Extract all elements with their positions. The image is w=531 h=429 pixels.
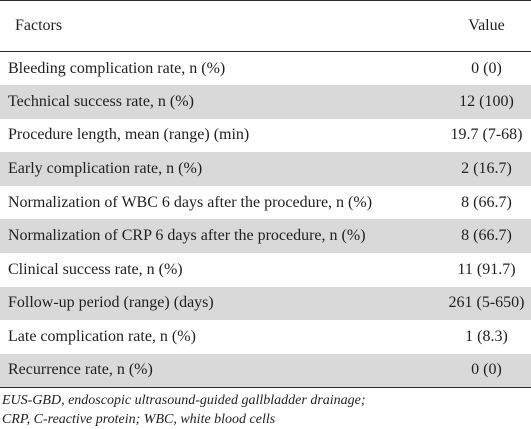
factor-cell: Follow-up period (range) (days)	[8, 294, 214, 312]
table-header: Factors Value	[0, 0, 531, 52]
table-row: Early complication rate, n (%) 2 (16.7)	[0, 152, 531, 186]
header-value: Value	[430, 0, 531, 52]
value-cell: 8 (66.7)	[461, 193, 512, 211]
value-cell: 12 (100)	[459, 92, 514, 110]
value-cell: 2 (16.7)	[461, 160, 512, 178]
factor-cell: Normalization of WBC 6 days after the pr…	[8, 193, 373, 211]
factor-cell: Recurrence rate, n (%)	[0, 353, 430, 388]
value-cell: 261 (5-650)	[448, 294, 525, 312]
value-cell: 8 (66.7)	[461, 227, 512, 245]
factor-cell: Late complication rate, n (%)	[8, 328, 196, 346]
factor-cell: Technical success rate, n (%)	[8, 92, 194, 110]
factor-cell: Normalization of CRP 6 days after the pr…	[8, 227, 366, 245]
table-row: Clinical success rate, n (%) 11 (91.7)	[0, 253, 531, 287]
factor-cell: Bleeding complication rate, n (%)	[8, 59, 226, 77]
factor-cell: Clinical success rate, n (%)	[8, 260, 183, 278]
table-footnote: EUS-GBD, endoscopic ultrasound-guided ga…	[2, 391, 366, 429]
table-row: Recurrence rate, n (%) 0 (0)	[0, 353, 531, 388]
results-table: Factors Value Bleeding complication rate…	[0, 0, 531, 388]
value-cell: 1 (8.3)	[465, 328, 508, 346]
footnote-line: CRP, C-reactive protein; WBC, white bloo…	[2, 412, 276, 427]
value-cell: 0 (0)	[430, 353, 531, 388]
value-cell: 0 (0)	[471, 59, 502, 77]
factor-cell: Early complication rate, n (%)	[8, 160, 203, 178]
header-row: Factors Value	[0, 0, 531, 52]
table-row: Procedure length, mean (range) (min) 19.…	[0, 118, 531, 153]
table-row: Technical success rate, n (%) 12 (100)	[0, 85, 531, 119]
factor-cell: Procedure length, mean (range) (min)	[8, 126, 250, 144]
table-row: Late complication rate, n (%) 1 (8.3)	[0, 320, 531, 354]
table-row: Normalization of WBC 6 days after the pr…	[0, 185, 531, 220]
footnote-line: EUS-GBD, endoscopic ultrasound-guided ga…	[2, 393, 366, 408]
table-row: Bleeding complication rate, n (%) 0 (0)	[0, 51, 531, 86]
value-cell: 19.7 (7-68)	[450, 126, 523, 144]
value-cell: 11 (91.7)	[457, 260, 516, 278]
table-row: Normalization of CRP 6 days after the pr…	[0, 219, 531, 254]
table-row: Follow-up period (range) (days) 261 (5-6…	[0, 286, 531, 321]
header-factors: Factors	[0, 0, 430, 52]
table-body: Bleeding complication rate, n (%) 0 (0) …	[0, 51, 531, 388]
